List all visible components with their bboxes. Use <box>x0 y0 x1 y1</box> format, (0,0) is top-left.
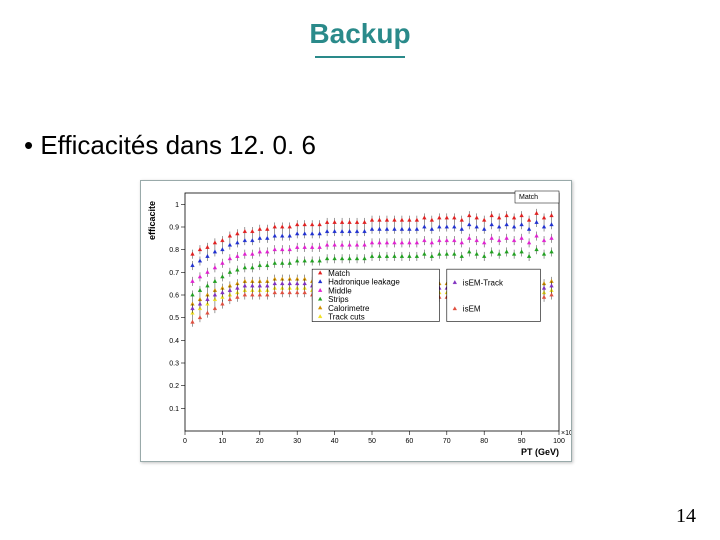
svg-text:Hadronique leakage: Hadronique leakage <box>328 278 400 287</box>
svg-text:1: 1 <box>175 202 179 209</box>
svg-text:0.5: 0.5 <box>169 315 179 322</box>
svg-text:0.7: 0.7 <box>169 270 179 277</box>
svg-text:0.3: 0.3 <box>169 361 179 368</box>
svg-text:Middle: Middle <box>328 286 352 295</box>
svg-text:20: 20 <box>256 438 264 445</box>
svg-text:60: 60 <box>406 438 414 445</box>
svg-text:90: 90 <box>518 438 526 445</box>
svg-text:PT (GeV): PT (GeV) <box>521 447 559 457</box>
title-underline <box>315 56 405 58</box>
svg-text:Match: Match <box>519 194 538 201</box>
svg-text:0.6: 0.6 <box>169 293 179 300</box>
svg-text:50: 50 <box>368 438 376 445</box>
svg-text:Strips: Strips <box>328 295 348 304</box>
svg-text:Calorimetre: Calorimetre <box>328 304 370 313</box>
svg-text:0.2: 0.2 <box>169 383 179 390</box>
svg-text:10: 10 <box>219 438 227 445</box>
svg-text:40: 40 <box>331 438 339 445</box>
svg-text:0.8: 0.8 <box>169 247 179 254</box>
svg-text:80: 80 <box>480 438 488 445</box>
svg-text:×10^3: ×10^3 <box>561 430 571 437</box>
page-number: 14 <box>676 505 696 528</box>
svg-text:70: 70 <box>443 438 451 445</box>
svg-text:isEM-Track: isEM-Track <box>463 279 504 288</box>
efficiency-chart: 0.10.20.30.40.50.60.70.80.91010203040506… <box>140 180 572 462</box>
svg-text:0.4: 0.4 <box>169 338 179 345</box>
svg-text:efficacite: efficacite <box>147 201 157 240</box>
svg-text:Track cuts: Track cuts <box>328 313 365 322</box>
svg-text:100: 100 <box>553 438 565 445</box>
svg-text:0.1: 0.1 <box>169 406 179 413</box>
bullet-text: • Efficacités dans 12. 0. 6 <box>24 130 316 161</box>
svg-text:Match: Match <box>328 269 350 278</box>
svg-text:30: 30 <box>293 438 301 445</box>
svg-text:0.9: 0.9 <box>169 225 179 232</box>
slide-title: Backup <box>0 18 720 50</box>
svg-text:isEM: isEM <box>463 305 481 314</box>
svg-text:0: 0 <box>183 438 187 445</box>
